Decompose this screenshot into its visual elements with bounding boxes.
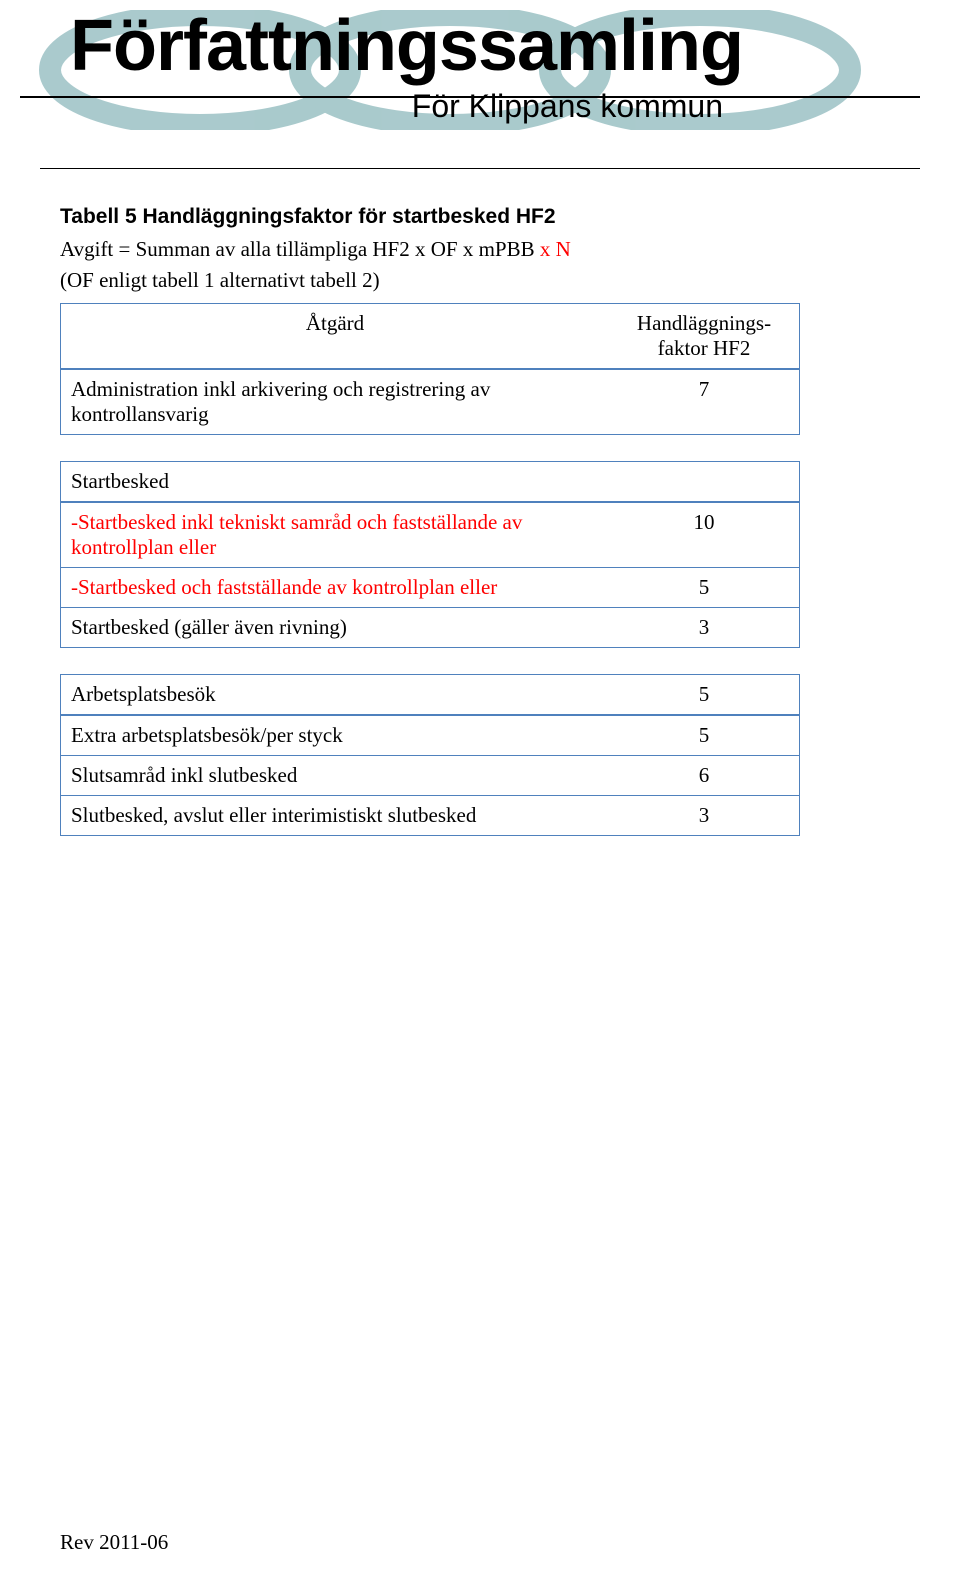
table-row: Extra arbetsplatsbesök/per styck 5 [61,714,799,755]
table-header-row: Startbesked [61,462,799,501]
cell-label: -Startbesked och fastställande av kontro… [61,567,609,607]
table-startbesked: Startbesked -Startbesked inkl tekniskt s… [60,461,800,648]
formula-prefix: Avgift = Summan av alla tillämpliga HF2 … [60,237,540,261]
cell-value: 3 [609,795,799,835]
cell-empty [609,462,799,501]
table-arbetsplats: Arbetsplatsbesök 5 Extra arbetsplatsbesö… [60,674,800,836]
table-row: Arbetsplatsbesök 5 [61,675,799,714]
section-heading: Tabell 5 Handläggningsfaktor för startbe… [60,205,900,229]
table-row: Slutbesked, avslut eller interimistiskt … [61,795,799,835]
table-row: Slutsamråd inkl slutbesked 6 [61,755,799,795]
cell-label: Administration inkl arkivering och regis… [61,368,609,434]
cell-value: 5 [609,567,799,607]
formula-red: x N [540,237,571,261]
cell-value: 10 [609,501,799,567]
cell-value: 6 [609,755,799,795]
cell-value: 3 [609,607,799,647]
header-subtitle: För Klippans kommun [70,88,743,125]
cell-label: Slutsamråd inkl slutbesked [61,755,609,795]
formula-note: (OF enligt tabell 1 alternativt tabell 2… [60,268,900,293]
formula-line: Avgift = Summan av alla tillämpliga HF2 … [60,237,900,262]
header-title: Författningssamling [70,10,743,82]
header-rule-under [40,168,920,169]
cell-label: Startbesked (gäller även rivning) [61,607,609,647]
table-row: -Startbesked och fastställande av kontro… [61,567,799,607]
table-row: Administration inkl arkivering och regis… [61,368,799,434]
cell-value: 5 [609,714,799,755]
page-footer: Rev 2011-06 [60,1530,168,1555]
table-row: Startbesked (gäller även rivning) 3 [61,607,799,647]
page-header: Författningssamling För Klippans kommun [0,0,960,175]
cell-label: Arbetsplatsbesök [61,675,609,714]
cell-label: Extra arbetsplatsbesök/per styck [61,714,609,755]
col-header-atgard: Åtgärd [61,304,609,368]
page-content: Tabell 5 Handläggningsfaktor för startbe… [0,175,960,902]
table-header-row: Åtgärd Handläggnings- faktor HF2 [61,304,799,368]
cell-label: Slutbesked, avslut eller interimistiskt … [61,795,609,835]
section-header: Startbesked [61,462,609,501]
cell-value: 7 [609,368,799,434]
col-header-hf2: Handläggnings- faktor HF2 [609,304,799,368]
cell-value: 5 [609,675,799,714]
header-title-block: Författningssamling För Klippans kommun [70,10,743,125]
table-atgard: Åtgärd Handläggnings- faktor HF2 Adminis… [60,303,800,435]
table-row: -Startbesked inkl tekniskt samråd och fa… [61,501,799,567]
cell-label: -Startbesked inkl tekniskt samråd och fa… [61,501,609,567]
